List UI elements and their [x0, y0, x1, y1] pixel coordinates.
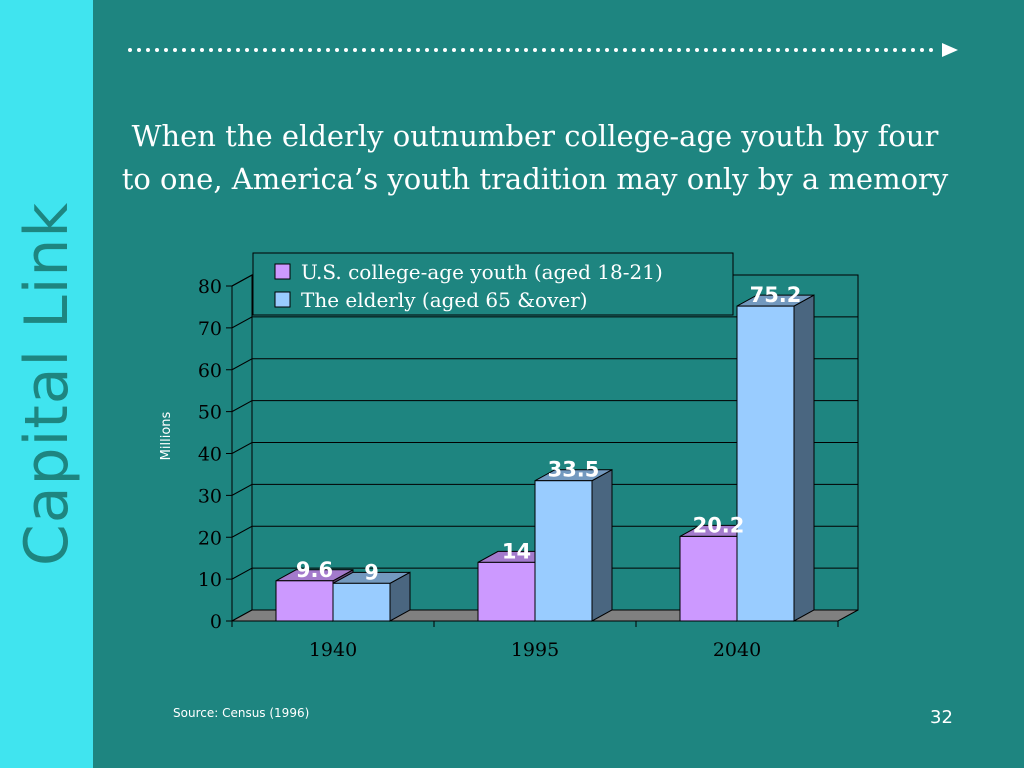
y-axis-label: Millions	[159, 411, 174, 460]
data-label: 33.5	[548, 458, 600, 482]
dotted-arrow-divider	[128, 43, 958, 57]
x-tick-label: 1995	[511, 639, 559, 661]
y-tick-label: 10	[198, 569, 222, 591]
gridline	[231, 358, 858, 371]
sidebar-strip: Capital Link	[0, 0, 93, 768]
legend-entry: The elderly (aged 65 &over)	[301, 288, 588, 312]
bar-elderly-1995	[534, 468, 613, 622]
gridline	[231, 400, 858, 413]
x-axis-ticks: 1940 1995 2040	[231, 621, 839, 661]
bar-elderly-2040	[736, 294, 815, 622]
chart-legend: U.S. college-age youth (aged 18-21) The e…	[252, 252, 734, 316]
gridline	[231, 567, 858, 580]
bar-side-face	[591, 468, 613, 622]
source-note: Source: Census (1996)	[173, 706, 310, 720]
data-label: 75.2	[750, 283, 802, 307]
y-tick-label: 70	[198, 318, 222, 340]
y-tick-label: 50	[198, 402, 222, 424]
legend-box	[252, 252, 734, 316]
data-label: 20.2	[693, 513, 745, 537]
legend-entry: U.S. college-age youth (aged 18-21)	[301, 260, 663, 284]
gridline	[231, 442, 858, 454]
bar-front-face	[275, 580, 334, 622]
chart-gridlines	[231, 274, 858, 580]
title-line-1: When the elderly outnumber college-age y…	[131, 119, 939, 153]
data-labels: 9.6 9 14 33.5 20.2 75.2	[296, 283, 802, 584]
title-line-2: to one, America’s youth tradition may on…	[121, 162, 949, 196]
page-number: 32	[930, 707, 953, 728]
gridline	[231, 525, 858, 538]
gridline	[231, 483, 858, 496]
bar-front-face	[332, 582, 391, 622]
bar-elderly-1940	[332, 571, 411, 622]
chart-bars	[275, 294, 815, 622]
y-tick-label: 30	[198, 485, 222, 507]
y-tick-label: 20	[198, 527, 222, 549]
y-tick-label: 40	[198, 444, 222, 466]
legend-swatch	[274, 291, 291, 308]
y-tick-label: 60	[198, 360, 222, 382]
data-label: 14	[502, 539, 531, 563]
gridline	[231, 316, 858, 329]
y-axis-ticks: 0 10 20 30 40 50 60 70 80	[198, 276, 233, 633]
y-tick-label: 0	[210, 611, 222, 633]
data-label: 9.6	[296, 558, 333, 582]
x-tick-label: 1940	[309, 639, 357, 661]
bar-front-face	[534, 480, 593, 622]
bar-front-face	[736, 305, 795, 622]
bar-front-face	[477, 561, 536, 622]
slide-title: When the elderly outnumber college-age y…	[120, 115, 950, 201]
bar-side-face	[793, 294, 815, 622]
data-label: 9	[364, 560, 379, 584]
bar-front-face	[679, 535, 738, 622]
legend-swatch	[274, 263, 291, 280]
y-tick-label: 80	[198, 276, 222, 298]
x-tick-label: 2040	[713, 639, 761, 661]
